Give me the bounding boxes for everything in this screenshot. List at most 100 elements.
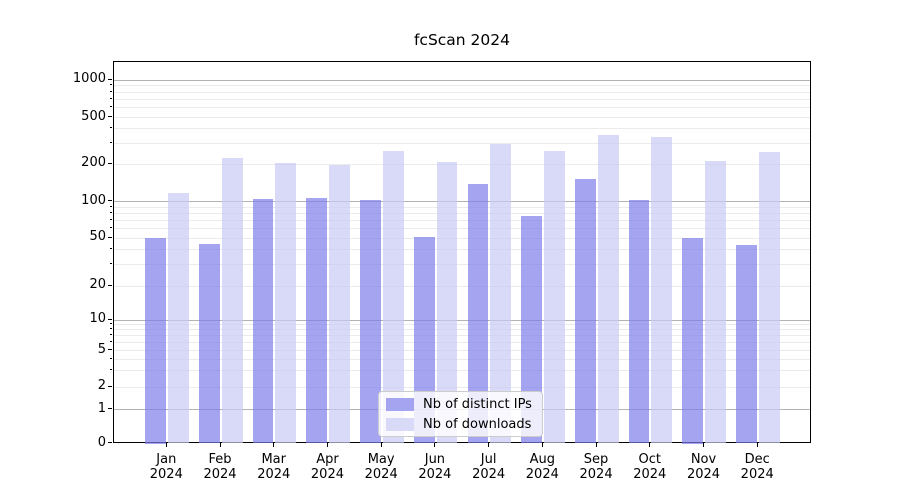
x-tick-mar (273, 443, 275, 447)
y-tick-minor-30 (110, 263, 112, 265)
bar-nb-of-downloads-apr (329, 164, 350, 444)
y-tick-500 (108, 116, 112, 117)
y-tick-label-5: 5 (97, 341, 106, 357)
gridline-minor-600 (114, 107, 810, 109)
bar-nb-of-distinct-ips-feb (198, 243, 220, 444)
gridline-minor-4 (114, 358, 810, 360)
x-tick-label-apr: Apr 2024 (310, 452, 344, 482)
x-tick-oct (649, 443, 651, 447)
y-tick-minor-400 (110, 127, 112, 129)
y-tick-2 (108, 385, 112, 387)
bar-nb-of-distinct-ips-apr (306, 198, 328, 444)
bar-nb-of-downloads-jul (490, 143, 512, 444)
gridline-minor-20 (114, 285, 810, 287)
chart-title: fcScan 2024 (413, 31, 511, 49)
bar-nb-of-distinct-ips-oct (628, 199, 650, 444)
bar-nb-of-downloads-sep (597, 135, 619, 444)
bar-nb-of-downloads-nov (705, 160, 726, 444)
x-tick-label-may: May 2024 (364, 452, 398, 482)
y-tick-minor-4 (110, 357, 112, 359)
gridline-minor-300 (114, 143, 810, 145)
bar-nb-of-distinct-ips-may (360, 199, 381, 444)
legend-swatch-distinct-ips (386, 397, 414, 411)
y-tick-label-2: 2 (97, 378, 106, 393)
gridline-minor-60 (114, 227, 810, 229)
gridline-minor-7 (114, 335, 810, 337)
x-tick-label-feb: Feb 2024 (203, 452, 237, 482)
y-tick-label-100: 100 (81, 192, 106, 208)
x-tick-jul (488, 443, 490, 447)
y-tick-label-50: 50 (89, 229, 106, 244)
gridline-major-100 (114, 201, 810, 202)
y-tick-label-20: 20 (89, 277, 106, 292)
x-tick-label-aug: Aug 2024 (525, 452, 559, 482)
gridline-minor-200 (114, 163, 810, 165)
bar-nb-of-distinct-ips-mar (252, 199, 274, 444)
y-tick-label-0: 0 (97, 434, 106, 450)
y-tick-0 (108, 442, 112, 443)
x-tick-nov (703, 443, 704, 447)
bar-nb-of-distinct-ips-sep (574, 179, 596, 444)
bar-nb-of-downloads-may (382, 150, 404, 444)
bar-nb-of-distinct-ips-jul (467, 184, 489, 444)
x-tick-label-dec: Dec 2024 (740, 452, 774, 482)
legend-entry-downloads: Nb of downloads (386, 417, 534, 432)
gridline-minor-40 (114, 249, 810, 251)
y-tick-minor-80 (110, 211, 112, 213)
legend-label-distinct-ips: Nb of distinct IPs (423, 396, 532, 412)
gridline-minor-50 (114, 237, 810, 239)
gridline-minor-400 (114, 128, 810, 130)
x-tick-label-oct: Oct 2024 (633, 452, 667, 482)
gridline-minor-80 (114, 212, 810, 214)
y-tick-minor-40 (110, 248, 112, 250)
gridline-minor-700 (114, 98, 810, 100)
x-tick-label-jul: Jul 2024 (472, 452, 506, 482)
x-tick-label-sep: Sep 2024 (579, 452, 613, 482)
bar-nb-of-downloads-dec (758, 151, 780, 444)
gridline-minor-900 (114, 85, 810, 87)
x-tick-jun (434, 443, 436, 447)
gridline-minor-9 (114, 324, 810, 326)
y-tick-label-200: 200 (81, 155, 106, 171)
y-tick-minor-900 (110, 84, 112, 86)
y-tick-label-500: 500 (81, 108, 106, 124)
y-tick-minor-9 (110, 323, 112, 325)
bar-nb-of-distinct-ips-dec (736, 244, 757, 444)
y-tick-minor-800 (110, 90, 112, 92)
x-tick-label-nov: Nov 2024 (686, 452, 721, 482)
y-tick-minor-3 (110, 369, 112, 371)
gridline-minor-70 (114, 219, 810, 221)
legend-label-downloads: Nb of downloads (423, 416, 532, 432)
x-tick-jan (165, 443, 167, 447)
x-tick-label-jun: Jun 2024 (418, 452, 452, 482)
bar-nb-of-downloads-mar (275, 162, 297, 444)
legend-swatch-downloads (386, 417, 414, 431)
x-tick-dec (756, 443, 758, 447)
x-tick-apr (326, 443, 328, 447)
x-tick-sep (595, 443, 597, 447)
y-tick-minor-300 (110, 142, 112, 144)
y-tick-100 (108, 200, 112, 201)
gridline-minor-30 (114, 264, 810, 266)
bar-nb-of-downloads-aug (544, 150, 565, 444)
gridline-minor-5 (114, 350, 810, 351)
y-tick-label-1: 1 (97, 400, 106, 416)
y-tick-10 (108, 318, 112, 320)
legend-entry-distinct-ips: Nb of distinct IPs (386, 397, 534, 412)
x-tick-label-mar: Mar 2024 (257, 452, 291, 482)
y-tick-label-1000: 1000 (72, 71, 106, 86)
gridline-minor-2 (114, 386, 810, 388)
y-tick-50 (108, 236, 112, 238)
y-tick-20 (108, 284, 112, 286)
bar-nb-of-distinct-ips-jan (145, 238, 166, 444)
y-tick-minor-700 (110, 97, 112, 99)
gridline-minor-6 (114, 341, 810, 343)
bar-nb-of-downloads-jan (168, 192, 189, 444)
plot-area (113, 61, 811, 444)
y-tick-minor-70 (110, 218, 112, 220)
gridline-major-1000 (114, 79, 810, 81)
y-tick-minor-8 (110, 328, 112, 330)
gridline-minor-500 (114, 117, 810, 118)
bar-nb-of-distinct-ips-aug (521, 215, 543, 444)
